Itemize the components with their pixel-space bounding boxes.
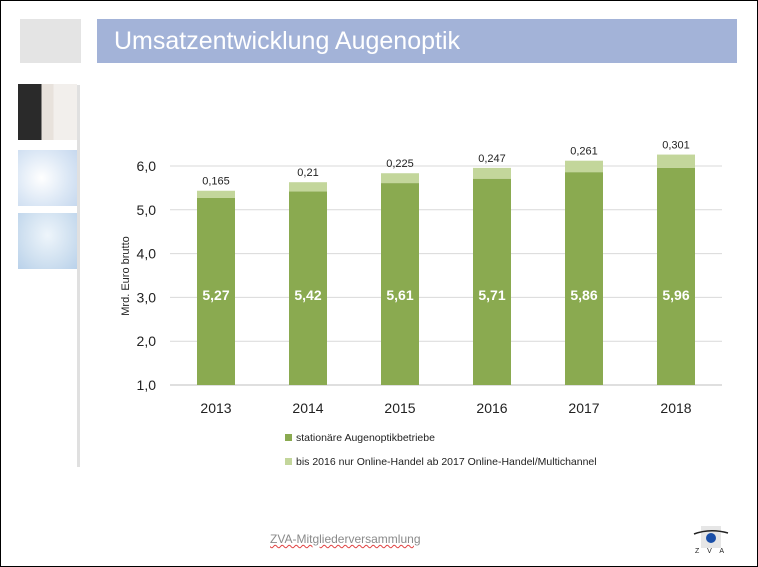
bar-online bbox=[289, 182, 327, 192]
bar-online bbox=[381, 173, 419, 184]
y-tick-label: 2,0 bbox=[137, 333, 157, 349]
data-label-online: 0,165 bbox=[202, 176, 230, 188]
legend-swatch bbox=[285, 434, 292, 441]
slide-title: Umsatzentwicklung Augenoptik bbox=[97, 19, 737, 63]
eye-icon bbox=[693, 526, 729, 548]
x-tick-label: 2018 bbox=[660, 400, 691, 416]
x-tick-label: 2013 bbox=[200, 400, 231, 416]
y-tick-label: 6,0 bbox=[137, 158, 157, 174]
x-tick-label: 2015 bbox=[384, 400, 415, 416]
contact-lens-photo bbox=[18, 213, 77, 269]
data-label-online: 0,247 bbox=[478, 153, 506, 165]
bar-online bbox=[565, 160, 603, 173]
data-label-stationary: 5,71 bbox=[478, 287, 505, 303]
header-placeholder-box bbox=[20, 19, 81, 63]
bar-online bbox=[473, 167, 511, 179]
bar-stationary bbox=[657, 167, 695, 385]
bar-stationary bbox=[289, 191, 327, 385]
zva-logo: Z V A bbox=[692, 524, 730, 560]
legend-swatch bbox=[285, 458, 292, 465]
bar-stationary bbox=[565, 172, 603, 385]
x-tick-label: 2014 bbox=[292, 400, 323, 416]
bar-online bbox=[657, 154, 695, 168]
y-tick-label: 3,0 bbox=[137, 289, 157, 305]
bar-stationary bbox=[473, 178, 511, 385]
bar-online bbox=[197, 190, 235, 198]
data-label-online: 0,225 bbox=[386, 158, 414, 170]
data-label-stationary: 5,27 bbox=[202, 287, 229, 303]
logo-text: Z V A bbox=[694, 548, 728, 555]
optician-photo bbox=[18, 84, 77, 140]
data-label-stationary: 5,86 bbox=[570, 287, 597, 303]
data-label-stationary: 5,61 bbox=[386, 287, 413, 303]
x-tick-label: 2017 bbox=[568, 400, 599, 416]
legend-label: stationäre Augenoptikbetriebe bbox=[296, 432, 435, 444]
data-label-online: 0,261 bbox=[570, 146, 598, 158]
legend-label: bis 2016 nur Online-Handel ab 2017 Onlin… bbox=[296, 456, 597, 468]
y-tick-label: 4,0 bbox=[137, 246, 157, 262]
x-tick-label: 2016 bbox=[476, 400, 507, 416]
data-label-stationary: 5,42 bbox=[294, 287, 321, 303]
glasses-photo bbox=[18, 150, 77, 206]
y-tick-label: 1,0 bbox=[137, 377, 157, 393]
y-tick-label: 5,0 bbox=[137, 202, 157, 218]
data-label-online: 0,21 bbox=[297, 167, 318, 179]
bar-stationary bbox=[197, 197, 235, 385]
footer-text: ZVA-Mitgliederversammlung bbox=[270, 532, 421, 546]
sidebar-divider bbox=[77, 85, 80, 467]
data-label-stationary: 5,96 bbox=[662, 287, 689, 303]
data-label-online: 0,301 bbox=[662, 140, 690, 152]
bar-stationary bbox=[381, 183, 419, 385]
y-axis-label: Mrd. Euro brutto bbox=[120, 236, 132, 315]
